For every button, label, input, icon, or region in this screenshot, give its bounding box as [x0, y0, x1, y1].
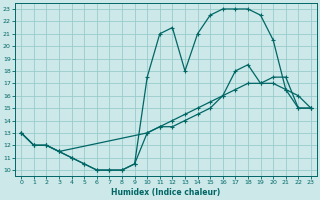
X-axis label: Humidex (Indice chaleur): Humidex (Indice chaleur) — [111, 188, 221, 197]
